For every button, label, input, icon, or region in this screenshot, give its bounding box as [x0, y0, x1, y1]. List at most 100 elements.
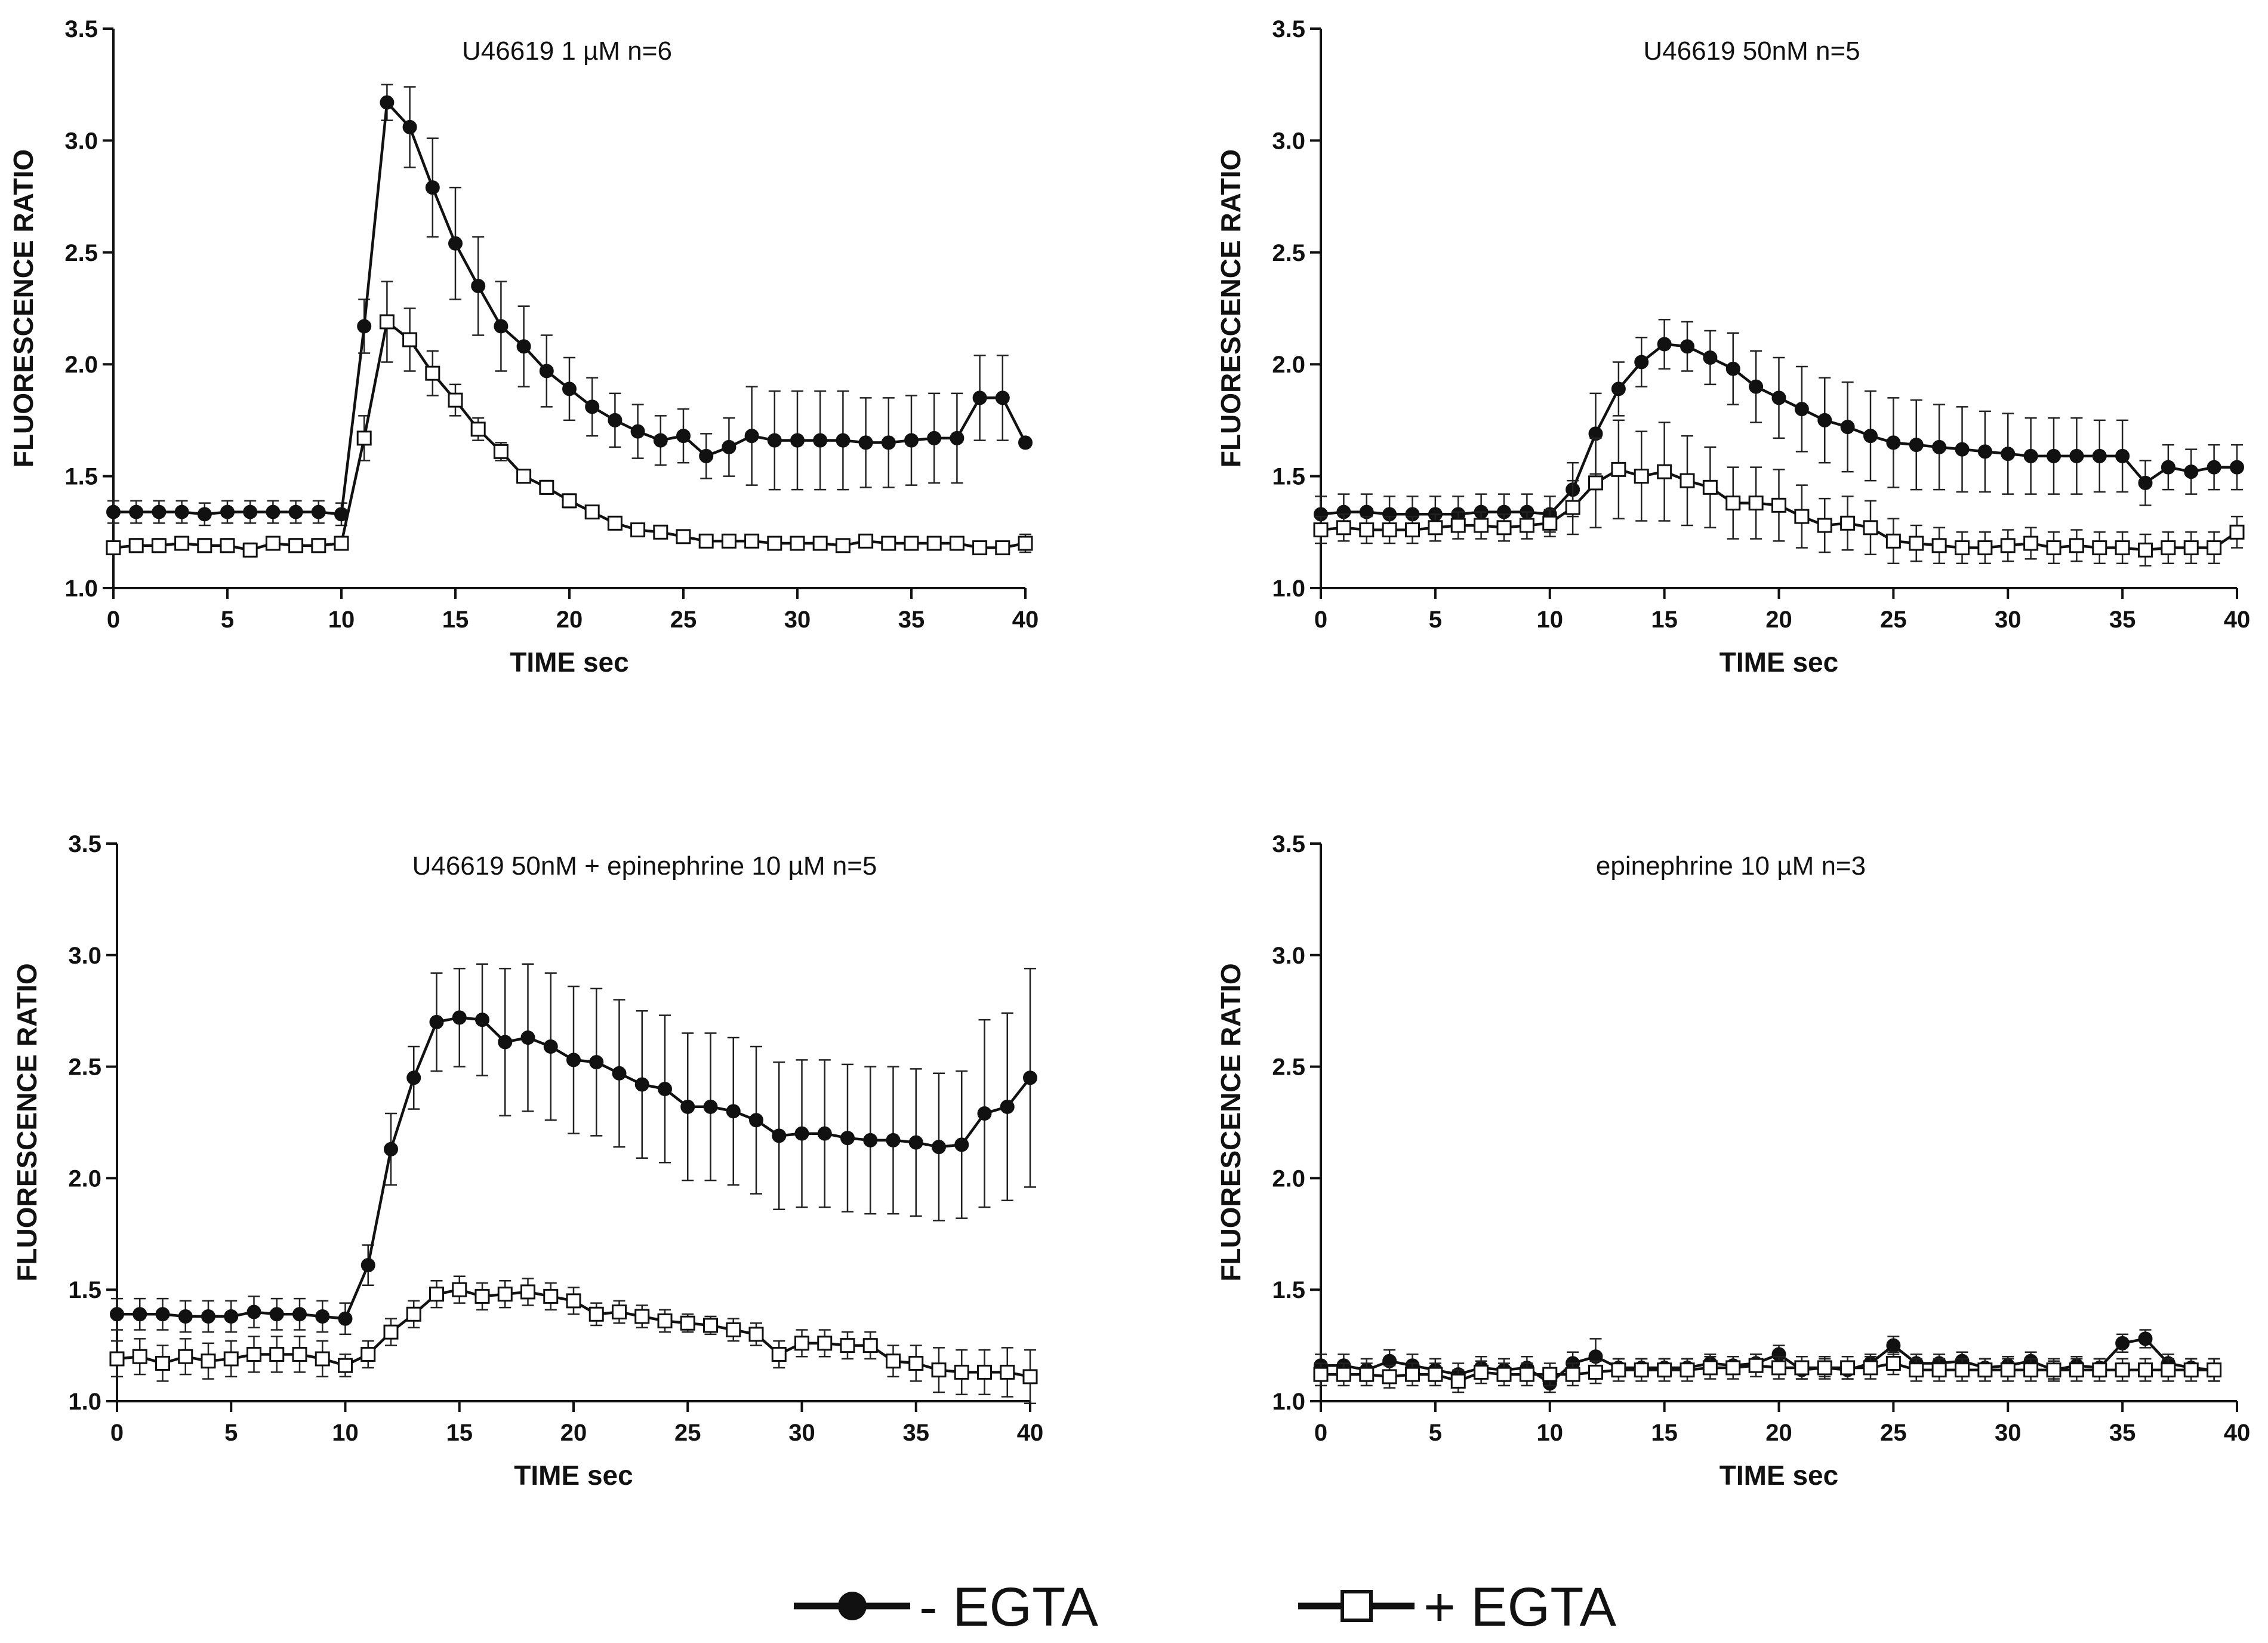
data-point	[2092, 1362, 2107, 1378]
legend-item-plus-egta: + EGTA	[1298, 1577, 1617, 1638]
data-point	[1955, 1362, 1970, 1378]
x-tick-label: 15	[446, 1420, 473, 1446]
data-point	[471, 279, 486, 294]
legend: - EGTA + EGTA	[794, 1577, 1617, 1638]
data-point	[817, 1336, 833, 1351]
x-tick-label: 35	[903, 1420, 930, 1446]
data-point	[1657, 1362, 1672, 1378]
data-point	[1794, 402, 1809, 417]
y-tick-label: 3.0	[68, 943, 101, 969]
x-tick-label: 35	[898, 607, 925, 633]
data-point	[995, 540, 1010, 556]
data-point	[680, 1099, 695, 1114]
data-point	[949, 536, 964, 551]
data-point	[1496, 520, 1512, 536]
data-point	[862, 1338, 878, 1353]
data-point	[1748, 1358, 1764, 1373]
data-point	[1450, 1373, 1466, 1389]
data-point	[246, 1347, 261, 1362]
y-tick-label: 3.5	[68, 831, 101, 857]
data-point	[2000, 538, 2016, 553]
data-point	[452, 1282, 467, 1297]
data-point	[1565, 500, 1580, 515]
x-tick-label: 25	[670, 607, 697, 633]
data-point	[1748, 496, 1764, 511]
data-point	[630, 424, 645, 439]
x-tick-label: 5	[224, 1420, 238, 1446]
data-point	[1863, 520, 1878, 536]
data-point	[357, 319, 372, 334]
x-tick-label: 10	[1537, 607, 1564, 633]
data-point	[1634, 1362, 1649, 1378]
data-point	[475, 1013, 489, 1027]
data-point	[516, 339, 531, 354]
data-point	[767, 433, 782, 448]
data-point	[2138, 475, 2153, 490]
data-point	[2138, 1362, 2153, 1378]
data-point	[311, 538, 326, 553]
data-point	[152, 504, 167, 519]
x-tick-label: 25	[1880, 1420, 1907, 1446]
data-point	[584, 504, 600, 520]
data-point	[1359, 522, 1375, 538]
x-tick-label: 10	[1537, 1420, 1564, 1446]
data-point	[516, 469, 532, 484]
y-tick-label: 3.0	[1272, 128, 1305, 154]
data-point	[1909, 1362, 1924, 1378]
y-tick-label: 3.5	[64, 16, 98, 42]
data-point	[1885, 1355, 1901, 1371]
data-point	[881, 435, 896, 450]
data-point	[2183, 1362, 2199, 1378]
data-point	[224, 1309, 239, 1324]
data-point	[767, 536, 782, 551]
data-point	[2000, 1362, 2016, 1378]
data-point	[977, 1106, 992, 1121]
y-tick-label: 1.5	[64, 464, 98, 490]
data-point	[653, 524, 668, 540]
data-point	[201, 1353, 216, 1369]
data-point	[1955, 540, 1970, 556]
y-tick-label: 2.0	[1272, 1165, 1305, 1192]
y-axis-title: FLUORESCENCE RATIO	[1215, 963, 1246, 1281]
data-point	[292, 1307, 307, 1322]
chart-panel-1: 1.0 1.5 2.0 2.5 3.0 3.5 0 5 10 15 20 25 30 35 40 TIME s…	[8, 16, 1039, 678]
data-point	[589, 1055, 604, 1070]
data-point	[954, 1137, 969, 1152]
series-minus-egta	[106, 84, 1033, 527]
data-point	[2207, 1362, 2222, 1378]
data-point	[429, 1014, 444, 1029]
y-axis-title: FLUORESCENCE RATIO	[11, 963, 42, 1281]
data-point	[749, 1113, 763, 1128]
data-point	[2046, 1362, 2061, 1378]
data-point	[334, 536, 349, 551]
data-point	[2023, 1362, 2039, 1378]
data-point	[338, 1311, 353, 1326]
x-tick-label: 25	[1880, 607, 1907, 633]
data-point	[858, 435, 873, 450]
data-point	[2161, 1362, 2176, 1378]
data-point	[1474, 1364, 1489, 1380]
y-axis-title: FLUORESCENCE RATIO	[1215, 149, 1246, 467]
data-point	[1313, 1367, 1329, 1382]
data-point	[2069, 1362, 2084, 1378]
data-point	[744, 429, 759, 444]
data-point	[380, 95, 395, 110]
data-point	[1931, 538, 1947, 553]
data-point	[1817, 518, 1832, 533]
data-point	[402, 119, 417, 134]
series-line	[1321, 1362, 2214, 1383]
data-point	[1022, 1369, 1038, 1384]
x-tick-label: 0	[1314, 1420, 1327, 1446]
data-point	[1886, 435, 1901, 450]
x-tick-label: 30	[788, 1420, 815, 1446]
data-point	[2023, 448, 2038, 463]
data-point	[562, 381, 577, 396]
data-point	[657, 1313, 673, 1329]
data-point	[1634, 469, 1649, 484]
data-point	[2115, 540, 2130, 556]
data-point	[726, 1322, 741, 1337]
data-point	[1336, 520, 1351, 536]
data-point	[566, 1293, 581, 1309]
data-point	[1932, 439, 1947, 454]
